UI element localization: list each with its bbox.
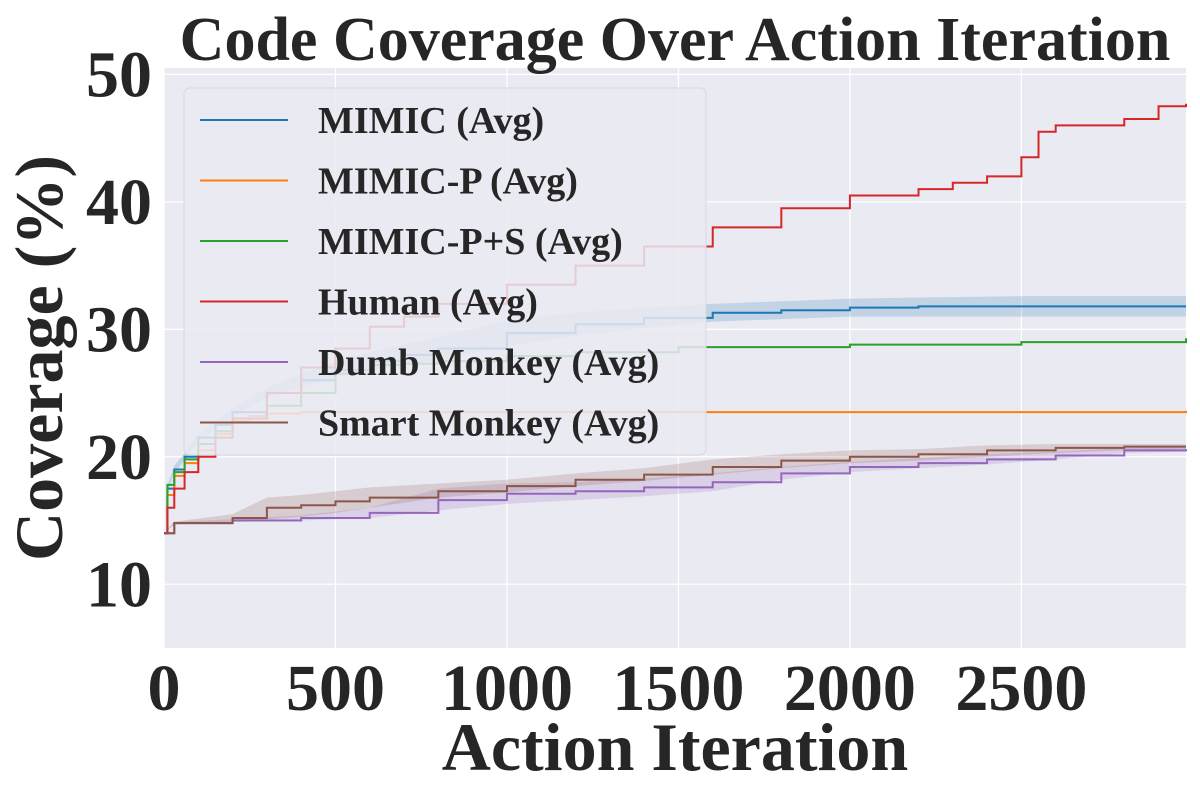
legend-label-5: Smart Monkey (Avg) <box>318 403 659 445</box>
legend-box <box>183 87 707 456</box>
y-tick-label-3: 40 <box>86 166 152 239</box>
y-axis-label: Coverage (%) <box>1 155 77 561</box>
y-tick-label-4: 50 <box>86 38 152 111</box>
band-series-4 <box>164 446 1186 534</box>
line-series-5 <box>164 445 1186 535</box>
x-tick-label-5: 2500 <box>955 652 1087 725</box>
line-series-4 <box>164 449 1187 535</box>
y-tick-label-1: 20 <box>86 421 152 494</box>
x-tick-label-0: 0 <box>148 652 181 725</box>
legend-label-4: Dumb Monkey (Avg) <box>318 342 659 384</box>
x-tick-label-1: 500 <box>286 652 385 725</box>
legend-label-1: MIMIC-P (Avg) <box>318 161 578 203</box>
x-axis-label: Action Iteration <box>442 709 908 785</box>
tick-labels: 0 500 1000 1500 2000 2500 10 20 30 40 50 <box>86 38 1087 725</box>
legend-label-3: Human (Avg) <box>318 282 538 324</box>
x-tick-label-4: 2000 <box>784 652 916 725</box>
y-tick-label-2: 30 <box>86 293 152 366</box>
x-tick-label-3: 1500 <box>612 652 744 725</box>
legend-label-2: MIMIC-P+S (Avg) <box>318 221 623 263</box>
chart-title: Code Coverage Over Action Iteration <box>180 6 1171 74</box>
band-series-5 <box>164 444 1186 534</box>
y-tick-label-0: 10 <box>86 548 152 621</box>
x-tick-label-2: 1000 <box>441 652 573 725</box>
legend: MIMIC (Avg) MIMIC-P (Avg) MIMIC-P+S (Avg) H… <box>183 87 707 456</box>
legend-label-0: MIMIC (Avg) <box>318 100 544 142</box>
